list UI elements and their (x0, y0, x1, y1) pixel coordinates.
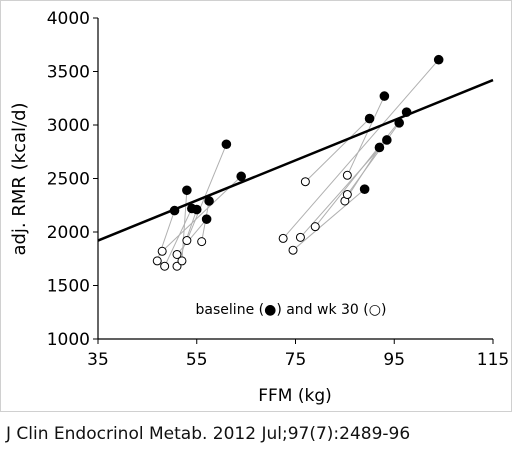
wk30-point (295, 232, 305, 242)
connector-line (186, 144, 227, 241)
connector-line (314, 111, 407, 227)
baseline-point (433, 54, 444, 65)
baseline-point (364, 113, 375, 124)
connector-line (346, 122, 400, 195)
connector-line (346, 95, 385, 176)
connector-line (292, 188, 365, 251)
wk30-point (197, 237, 207, 247)
y-axis-label: adj. RMR (kcal/d) (9, 102, 30, 255)
regression-line-path (97, 78, 494, 242)
regression-line (97, 78, 494, 242)
y-tick-label: 2000 (47, 223, 90, 243)
wk30-point (342, 170, 352, 180)
baseline-point (221, 139, 232, 150)
wk30-point (182, 236, 192, 246)
y-tick-label: 4000 (47, 9, 90, 29)
y-tick-label: 2500 (47, 170, 90, 190)
wk30-point (310, 222, 320, 232)
wk30-point (342, 190, 352, 200)
x-tick-label: 115 (477, 350, 509, 370)
baseline-point (169, 205, 180, 216)
wk30-point (288, 245, 298, 255)
wk30-point (160, 261, 170, 271)
baseline-point (359, 184, 370, 194)
baseline-point (182, 185, 192, 196)
baseline-point (204, 196, 214, 206)
baseline-point (401, 107, 412, 117)
y-tick-label: 3000 (47, 116, 90, 136)
data-points (152, 54, 444, 271)
x-axis-label: FFM (kg) (258, 386, 332, 406)
legend-annotation: baseline (●) and wk 30 (○) (196, 302, 387, 318)
baseline-point (374, 142, 385, 153)
wk30-point (300, 177, 310, 187)
baseline-point (201, 214, 212, 224)
connector-line (300, 139, 388, 238)
connector-line (305, 118, 370, 183)
wk30-point (152, 256, 162, 266)
wk30-point (177, 256, 187, 266)
x-tick-label: 95 (383, 350, 405, 370)
y-tick-label: 1000 (47, 330, 90, 350)
connector-line (282, 59, 440, 239)
wk30-point (172, 249, 182, 259)
tick-labels: 1000 1500 2000 2500 3000 3500 4000 35 55 75 95 115 (47, 9, 509, 370)
x-tick-label: 55 (186, 350, 208, 370)
y-tick-label: 1500 (47, 277, 90, 297)
baseline-point (379, 91, 390, 101)
connector-line (176, 218, 208, 255)
wk30-point (278, 233, 288, 243)
x-tick-label: 75 (285, 350, 307, 370)
citation-text: J Clin Endocrinol Metab. 2012 Jul;97(7):… (6, 424, 411, 444)
baseline-point (394, 118, 404, 128)
y-tick-label: 3500 (47, 63, 90, 83)
chart-frame: 1000 1500 2000 2500 3000 3500 4000 35 55 75 95 115 … (0, 0, 512, 412)
connector-line (164, 208, 193, 267)
baseline-point (236, 171, 246, 182)
x-tick-label: 35 (87, 350, 109, 370)
wk30-point (157, 246, 167, 256)
baseline-point (382, 135, 392, 145)
baseline-point (191, 204, 202, 215)
